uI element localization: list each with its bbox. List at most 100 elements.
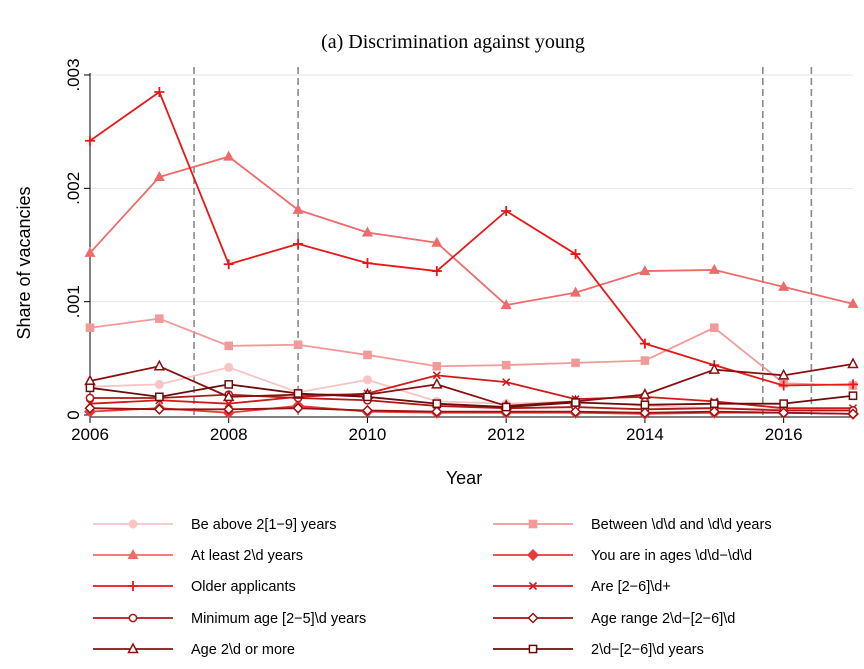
- data-point: [501, 402, 511, 412]
- series-5: [85, 87, 858, 391]
- data-point: [293, 238, 304, 249]
- data-point: [777, 368, 790, 380]
- data-point: [361, 404, 374, 417]
- legend-item: Are [2−6]\d+: [493, 579, 671, 595]
- data-point: [708, 263, 720, 274]
- data-point: [778, 380, 789, 391]
- data-point: [431, 377, 443, 389]
- data-point: [223, 403, 235, 415]
- legend-item: Age 2\d or more: [93, 642, 295, 658]
- data-point: [293, 389, 303, 398]
- data-point: [128, 581, 138, 591]
- data-point: [431, 406, 443, 418]
- data-point: [155, 314, 164, 323]
- data-point: [85, 383, 95, 393]
- data-point: [84, 246, 96, 257]
- data-point: [847, 408, 859, 420]
- data-point: [432, 361, 442, 371]
- series-line: [89, 383, 854, 408]
- data-point: [501, 360, 511, 370]
- y-tick-label: .002: [64, 172, 83, 205]
- legend-item: Age range 2\d−[2−6]\d: [493, 611, 735, 627]
- data-point: [223, 150, 235, 161]
- series-line: [89, 317, 854, 387]
- data-point: [362, 258, 373, 269]
- y-tick-label: .003: [64, 58, 83, 91]
- data-point: [778, 407, 790, 419]
- y-tick-label: .001: [64, 285, 83, 318]
- data-point: [127, 642, 139, 654]
- series-3: [84, 150, 859, 310]
- data-point: [223, 259, 234, 270]
- legend-label: Age range 2\d−[2−6]\d: [591, 611, 735, 627]
- data-point: [224, 399, 233, 408]
- legend-item: Minimum age [2−5]\d years: [93, 611, 366, 627]
- data-point: [127, 549, 139, 559]
- x-tick-label: 2016: [765, 425, 803, 444]
- data-point: [639, 265, 651, 276]
- series-line: [90, 393, 853, 412]
- data-point: [847, 297, 859, 308]
- data-point: [153, 359, 166, 371]
- data-point: [154, 379, 164, 389]
- data-point: [571, 358, 580, 368]
- data-point: [527, 612, 539, 624]
- series-line: [89, 363, 854, 407]
- data-point: [361, 226, 373, 237]
- data-point: [155, 392, 164, 402]
- legend-label: You are in ages \d\d−\d\d: [591, 548, 752, 564]
- series-10: [85, 380, 858, 412]
- data-point: [431, 266, 442, 277]
- data-point: [847, 357, 859, 369]
- data-point: [128, 613, 138, 623]
- data-point: [431, 236, 443, 247]
- x-tick-label: 2014: [626, 425, 664, 444]
- data-point: [154, 87, 165, 97]
- series-line: [89, 155, 854, 306]
- data-point: [528, 519, 538, 529]
- legend-label: Be above 2[1−9] years: [191, 517, 337, 533]
- plot-area: 0 .001 .002 .003 2006 2008 2010 2012 2014 2016: [64, 58, 859, 444]
- data-point: [709, 399, 719, 409]
- data-point: [222, 390, 235, 402]
- x-tick-label: 2010: [349, 425, 387, 444]
- data-point: [528, 581, 538, 591]
- data-point: [85, 393, 95, 403]
- data-point: [84, 402, 96, 414]
- data-point: [640, 400, 650, 410]
- series-line: [89, 407, 854, 415]
- legend-label: Older applicants: [191, 579, 296, 595]
- data-point: [153, 403, 165, 415]
- data-point: [224, 362, 234, 372]
- legend-item: At least 2\d years: [93, 548, 303, 564]
- data-point: [224, 380, 234, 389]
- data-point: [639, 387, 651, 399]
- data-point: [528, 644, 538, 654]
- legend-label: Between \d\d and \d\d years: [591, 517, 772, 533]
- data-point: [708, 363, 721, 374]
- data-point: [848, 379, 858, 390]
- x-tick-label: 2012: [487, 425, 525, 444]
- data-point: [224, 341, 234, 351]
- legend-label: Are [2−6]\d+: [591, 579, 671, 595]
- data-point: [502, 378, 511, 387]
- data-point: [85, 323, 95, 333]
- data-point: [570, 249, 581, 260]
- series-line: [89, 91, 854, 387]
- legend-item: Be above 2[1−9] years: [93, 517, 337, 533]
- data-point: [432, 399, 442, 409]
- data-point: [779, 399, 788, 409]
- y-axis-label: Share of vacancies: [14, 186, 34, 339]
- legend-item: 2\d−[2−6]\d years: [493, 642, 704, 658]
- data-point: [569, 406, 582, 418]
- legend: Be above 2[1−9] years Between \d\d and \d…: [93, 517, 772, 658]
- series-line: [89, 405, 854, 415]
- data-point: [570, 286, 582, 297]
- data-point: [293, 340, 303, 350]
- series-line: [89, 374, 853, 410]
- data-point: [848, 391, 858, 401]
- data-point: [363, 392, 372, 402]
- series-2: [85, 314, 858, 390]
- data-point: [778, 280, 790, 291]
- legend-item: Between \d\d and \d\d years: [493, 517, 772, 533]
